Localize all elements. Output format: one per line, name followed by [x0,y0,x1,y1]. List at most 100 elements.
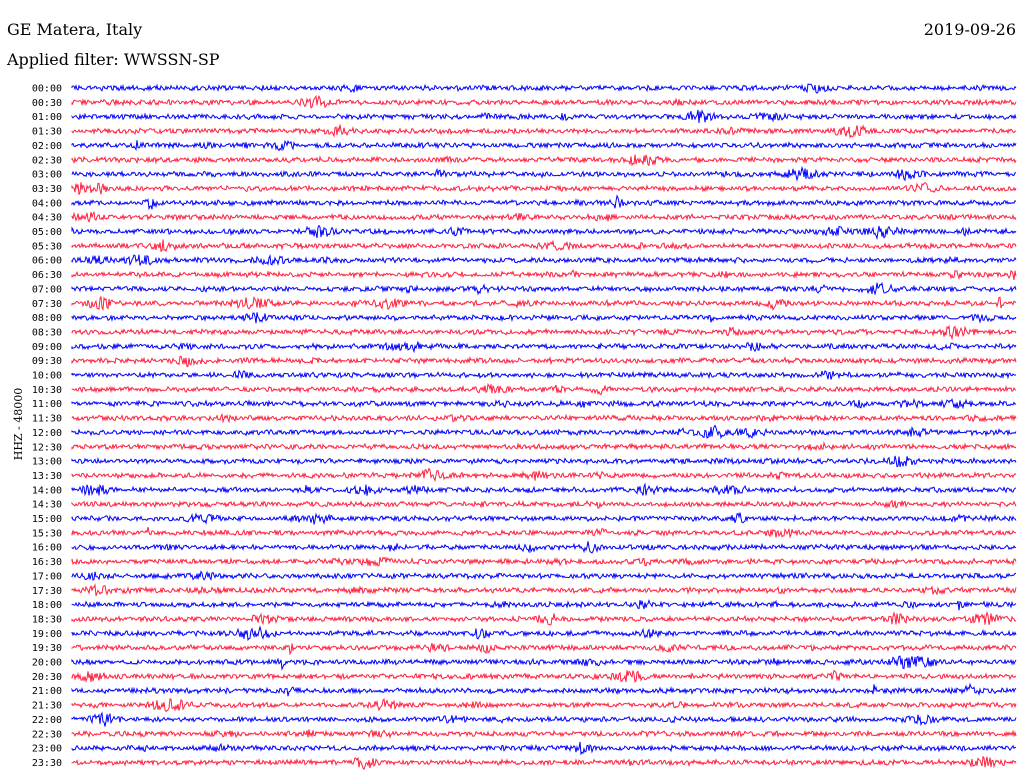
time-label-0400: 04:00 [32,198,62,209]
trace-0930 [71,355,1017,368]
time-label-0430: 04:30 [32,213,62,224]
trace-0330 [71,182,1017,195]
trace-2130 [71,697,1017,713]
time-label-2130: 21:30 [32,701,62,712]
trace-0900 [71,340,1017,354]
trace-1230 [71,441,1017,452]
time-label-2230: 22:30 [32,729,62,740]
time-label-0130: 01:30 [32,127,62,138]
time-label-0200: 02:00 [32,141,62,152]
time-label-1100: 11:00 [32,399,62,410]
trace-0700 [71,281,1017,296]
time-label-1930: 19:30 [32,643,62,654]
trace-1830 [71,611,1017,626]
trace-1000 [71,369,1017,380]
trace-2200 [71,711,1017,727]
trace-1730 [71,583,1017,597]
time-label-0500: 05:00 [32,227,62,238]
trace-1430 [71,499,1017,509]
time-label-0030: 00:30 [32,98,62,109]
time-label-1330: 13:30 [32,471,62,482]
trace-0800 [71,312,1017,324]
trace-1530 [71,527,1017,539]
time-label-1130: 11:30 [32,414,62,425]
trace-0630 [71,269,1017,281]
time-label-1230: 12:30 [32,442,62,453]
time-label-1900: 19:00 [32,629,62,640]
trace-2330 [71,755,1017,770]
time-label-1200: 12:00 [32,428,62,439]
time-label-1500: 15:00 [32,514,62,525]
trace-0430 [71,211,1017,224]
trace-1400 [71,482,1017,497]
trace-2000 [71,655,1017,671]
trace-2300 [71,741,1017,756]
time-label-2030: 20:30 [32,672,62,683]
trace-1700 [71,570,1017,581]
plot-date: 2019-09-26 [923,20,1016,39]
time-label-0000: 00:00 [32,84,62,95]
trace-1300 [71,455,1017,468]
trace-1500 [71,512,1017,525]
trace-0500 [71,224,1017,241]
trace-0530 [71,239,1017,253]
time-label-0900: 09:00 [32,342,62,353]
trace-1200 [71,424,1017,440]
trace-2230 [71,729,1017,739]
trace-0600 [71,253,1017,267]
time-label-0100: 01:00 [32,112,62,123]
time-label-0530: 05:30 [32,241,62,252]
time-label-1300: 13:00 [32,457,62,468]
trace-1130 [71,412,1017,424]
trace-1800 [71,598,1017,611]
time-label-2300: 23:00 [32,744,62,755]
time-label-1630: 16:30 [32,557,62,568]
station-title: GE Matera, Italy [7,20,143,39]
trace-1630 [71,556,1017,568]
time-label-0330: 03:30 [32,184,62,195]
time-label-0730: 07:30 [32,299,62,310]
trace-1030 [71,383,1017,396]
time-label-0700: 07:00 [32,284,62,295]
time-label-2330: 23:30 [32,758,62,769]
trace-0100 [71,109,1017,123]
time-label-2200: 22:00 [32,715,62,726]
trace-0130 [71,124,1016,139]
time-label-0600: 06:00 [32,256,62,267]
time-label-1030: 10:30 [32,385,62,396]
trace-1330 [71,467,1017,483]
trace-1600 [71,541,1017,554]
trace-1100 [71,397,1017,410]
time-label-2100: 21:00 [32,686,62,697]
trace-1900 [71,625,1017,642]
time-label-1700: 17:00 [32,571,62,582]
time-label-1000: 10:00 [32,371,62,382]
trace-0200 [71,139,1017,152]
time-label-0300: 03:00 [32,170,62,181]
time-label-0830: 08:30 [32,327,62,338]
time-label-0630: 06:30 [32,270,62,281]
trace-2100 [71,682,1017,697]
trace-0030 [71,94,1017,109]
time-label-1730: 17:30 [32,586,62,597]
trace-0230 [71,154,1017,167]
filter-label: Applied filter: WWSSN-SP [7,50,220,69]
time-label-1800: 18:00 [32,600,62,611]
trace-2030 [71,669,1017,683]
trace-0000 [71,83,1017,94]
trace-1930 [71,642,1017,656]
time-label-1600: 16:00 [32,543,62,554]
trace-0300 [71,165,1017,182]
time-label-1430: 14:30 [32,500,62,511]
trace-0830 [71,324,1017,341]
time-label-0230: 02:30 [32,155,62,166]
time-label-1400: 14:00 [32,485,62,496]
trace-0730 [71,295,1017,311]
time-label-2000: 20:00 [32,658,62,669]
time-label-0800: 08:00 [32,313,62,324]
time-label-0930: 09:30 [32,356,62,367]
time-label-1830: 18:30 [32,614,62,625]
time-label-1530: 15:30 [32,528,62,539]
trace-0400 [71,194,1017,211]
